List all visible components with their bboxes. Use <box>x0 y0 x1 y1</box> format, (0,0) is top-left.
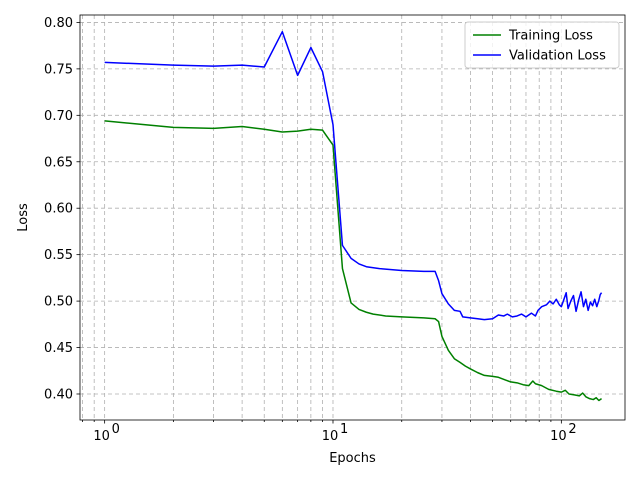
y-axis-label: Loss <box>16 203 31 232</box>
y-tick-label: 0.45 <box>44 341 73 356</box>
x-tick-label: 10 <box>322 429 339 444</box>
x-tick-exponent: 1 <box>340 422 348 437</box>
validation-loss-line <box>104 30 603 321</box>
x-tick-label: 10 <box>550 429 567 444</box>
x-tick-label: 10 <box>93 429 110 444</box>
x-tick-exponent: 0 <box>112 422 120 437</box>
x-axis-label: Epochs <box>329 451 376 466</box>
series-lines <box>104 30 603 402</box>
grid <box>80 15 625 420</box>
y-tick-label: 0.70 <box>44 109 73 124</box>
training-loss-line <box>104 120 602 402</box>
y-tick-label: 0.55 <box>44 248 73 263</box>
legend-label-training-loss: Training Loss <box>508 29 593 44</box>
legend-box <box>464 21 620 69</box>
plot-frame <box>79 14 626 421</box>
y-tick-label: 0.65 <box>44 155 73 170</box>
x-tick-exponent: 2 <box>568 422 576 437</box>
y-tick-label: 0.80 <box>44 16 73 31</box>
legend: Training Loss Validation Loss <box>464 21 620 69</box>
y-tick-label: 0.40 <box>44 387 73 402</box>
legend-label-validation-loss: Validation Loss <box>509 49 606 64</box>
y-tick-label: 0.60 <box>44 202 73 217</box>
y-tick-label: 0.50 <box>44 295 73 310</box>
y-tick-label: 0.75 <box>44 62 73 77</box>
